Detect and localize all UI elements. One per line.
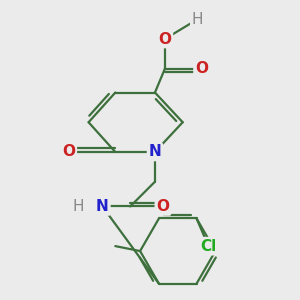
Text: H: H <box>73 199 84 214</box>
Text: Cl: Cl <box>200 239 217 254</box>
Text: O: O <box>195 61 208 76</box>
Text: H: H <box>192 12 203 27</box>
Text: N: N <box>96 199 109 214</box>
Text: O: O <box>156 199 170 214</box>
Text: O: O <box>62 145 75 160</box>
Text: O: O <box>158 32 171 46</box>
Text: N: N <box>148 145 161 160</box>
